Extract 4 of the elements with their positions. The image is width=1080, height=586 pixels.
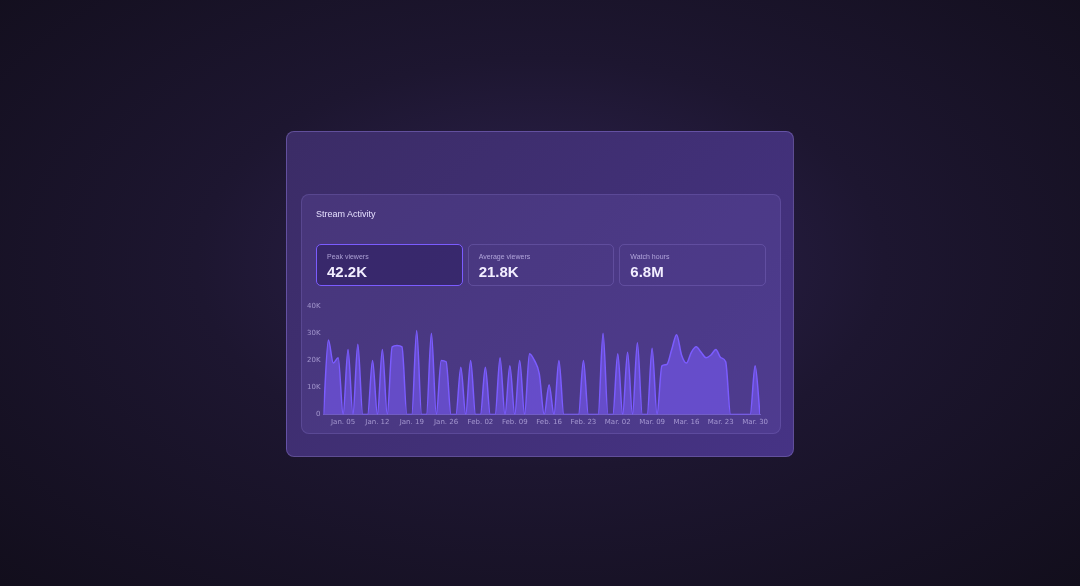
chart-title: Stream Activity [316, 209, 376, 219]
text: 42.2K [327, 263, 369, 280]
text: 21.8K [478, 263, 520, 280]
text: 6.8M [630, 263, 665, 280]
